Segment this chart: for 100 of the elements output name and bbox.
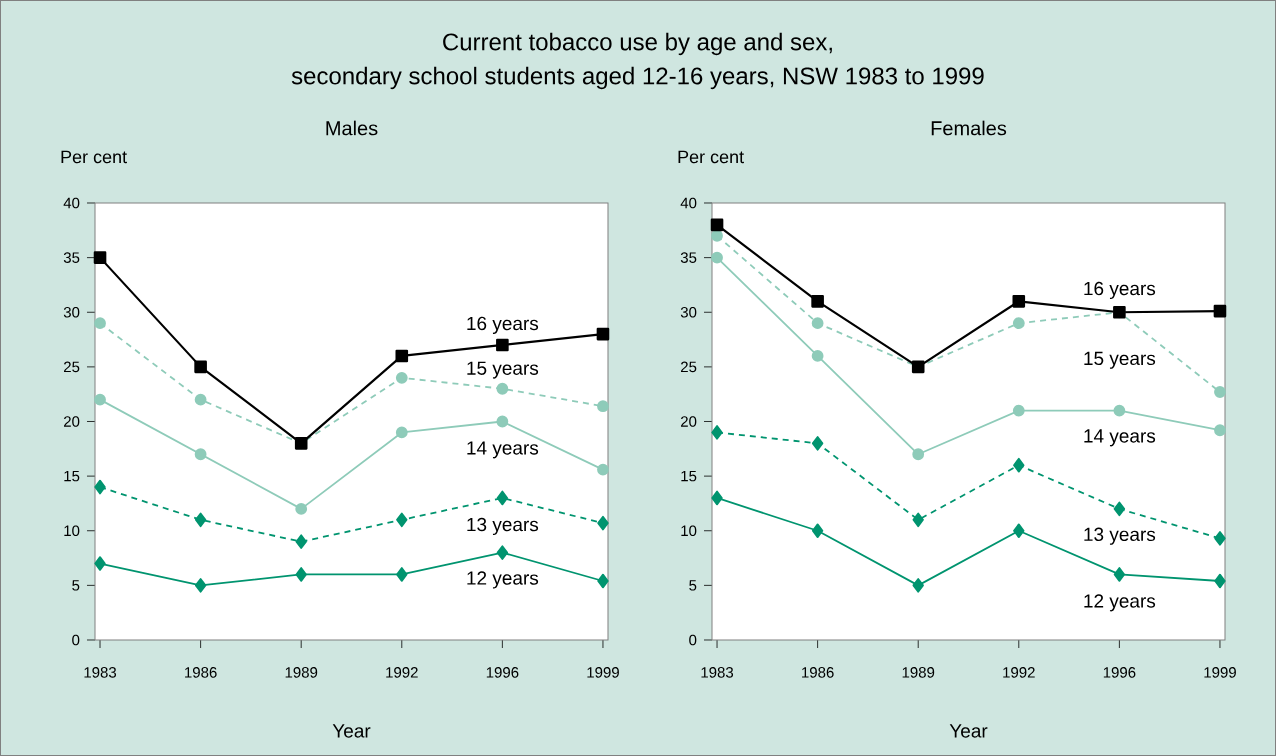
point: [396, 567, 408, 582]
y-tick-label: 35: [680, 252, 697, 263]
point: [496, 338, 509, 352]
series-label: 16 years: [1084, 281, 1156, 300]
x-tick-label: 1999: [1204, 667, 1236, 678]
y-tick-label: 15: [681, 470, 697, 482]
point: [496, 415, 509, 428]
point: [1013, 457, 1025, 473]
point: [496, 545, 509, 560]
point: [1012, 317, 1025, 330]
y-tick-label: 0: [689, 634, 697, 646]
point: [1213, 304, 1227, 318]
point: [811, 295, 824, 308]
series-label: 15 years: [467, 361, 539, 379]
point: [1214, 531, 1226, 546]
y-tick-label: 5: [72, 580, 80, 591]
chart-title: Females: [931, 120, 1007, 136]
series-label: 16 years: [467, 316, 539, 334]
x-axis-title: Year: [332, 724, 371, 738]
y-tick-label: 15: [64, 470, 80, 482]
point: [194, 578, 207, 593]
x-tick-label: 1983: [701, 667, 734, 678]
y-axis-title: Per cent: [678, 150, 744, 164]
series-label: 13 years: [467, 517, 539, 535]
point: [395, 426, 408, 439]
x-tick-label: 1996: [486, 667, 519, 678]
point: [596, 327, 610, 341]
point: [912, 578, 924, 593]
point: [710, 218, 724, 232]
x-axis-title: Year: [949, 724, 988, 738]
x-tick-label: 1996: [1103, 667, 1136, 678]
y-tick-label: 10: [64, 525, 80, 537]
point: [194, 448, 207, 461]
point: [94, 317, 106, 330]
y-tick-label: 20: [64, 416, 80, 427]
point: [396, 512, 408, 528]
point: [1214, 386, 1226, 398]
point: [295, 534, 307, 549]
chart-title: Males: [326, 120, 378, 136]
point: [597, 573, 609, 589]
y-tick-label: 25: [64, 361, 80, 373]
y-tick-label: 10: [681, 525, 697, 537]
point: [295, 503, 308, 515]
x-tick-label: 1992: [1003, 667, 1035, 678]
x-tick-label: 1992: [386, 667, 418, 678]
point: [94, 393, 106, 406]
series-label: 14 years: [467, 441, 539, 459]
point: [811, 317, 824, 330]
x-tick-label: 1983: [84, 667, 117, 678]
y-tick-label: 40: [680, 197, 697, 209]
point: [1214, 573, 1226, 589]
series-label: 13 years: [1084, 527, 1156, 545]
point: [1012, 404, 1025, 417]
point: [912, 512, 924, 528]
y-tick-label: 25: [681, 361, 697, 373]
point: [194, 393, 207, 406]
point: [94, 479, 106, 495]
point: [194, 360, 207, 374]
point: [711, 251, 723, 264]
x-tick-label: 1986: [802, 667, 834, 678]
x-tick-label: 1986: [185, 667, 217, 678]
series-label: 14 years: [1084, 429, 1156, 447]
x-tick-label: 1999: [587, 667, 619, 678]
point: [597, 463, 609, 476]
x-tick-label: 1989: [285, 667, 318, 678]
point: [496, 490, 509, 506]
point: [295, 567, 307, 582]
text: Current tobacco use by age and sex,: [443, 32, 832, 56]
point: [194, 512, 207, 528]
point: [1113, 501, 1126, 517]
series-label: 12 years: [467, 571, 539, 589]
y-tick-label: 35: [63, 252, 80, 263]
point: [496, 382, 509, 395]
point: [1113, 404, 1126, 417]
point: [811, 350, 824, 362]
point: [597, 515, 609, 531]
point: [395, 349, 409, 363]
point: [912, 448, 925, 461]
point: [711, 425, 723, 440]
y-axis-title: Per cent: [61, 150, 127, 164]
y-tick-label: 0: [72, 634, 80, 646]
y-tick-label: 20: [681, 416, 697, 427]
point: [1214, 424, 1226, 437]
series-label: 15 years: [1084, 351, 1156, 369]
point: [93, 251, 107, 264]
point: [1013, 523, 1025, 539]
point: [811, 436, 824, 451]
y-tick-label: 30: [63, 306, 80, 318]
point: [395, 371, 408, 384]
series-label: 12 years: [1084, 594, 1156, 612]
point: [597, 400, 609, 413]
x-tick-label: 1989: [902, 667, 935, 678]
point: [711, 490, 723, 506]
text: secondary school students aged 12-16 years, NSW 1983 to 1999: [291, 66, 984, 90]
y-tick-label: 40: [63, 197, 80, 209]
point: [1012, 295, 1026, 308]
y-tick-label: 30: [680, 306, 697, 318]
point: [1113, 567, 1126, 582]
point: [94, 556, 106, 571]
y-tick-label: 5: [689, 580, 697, 591]
